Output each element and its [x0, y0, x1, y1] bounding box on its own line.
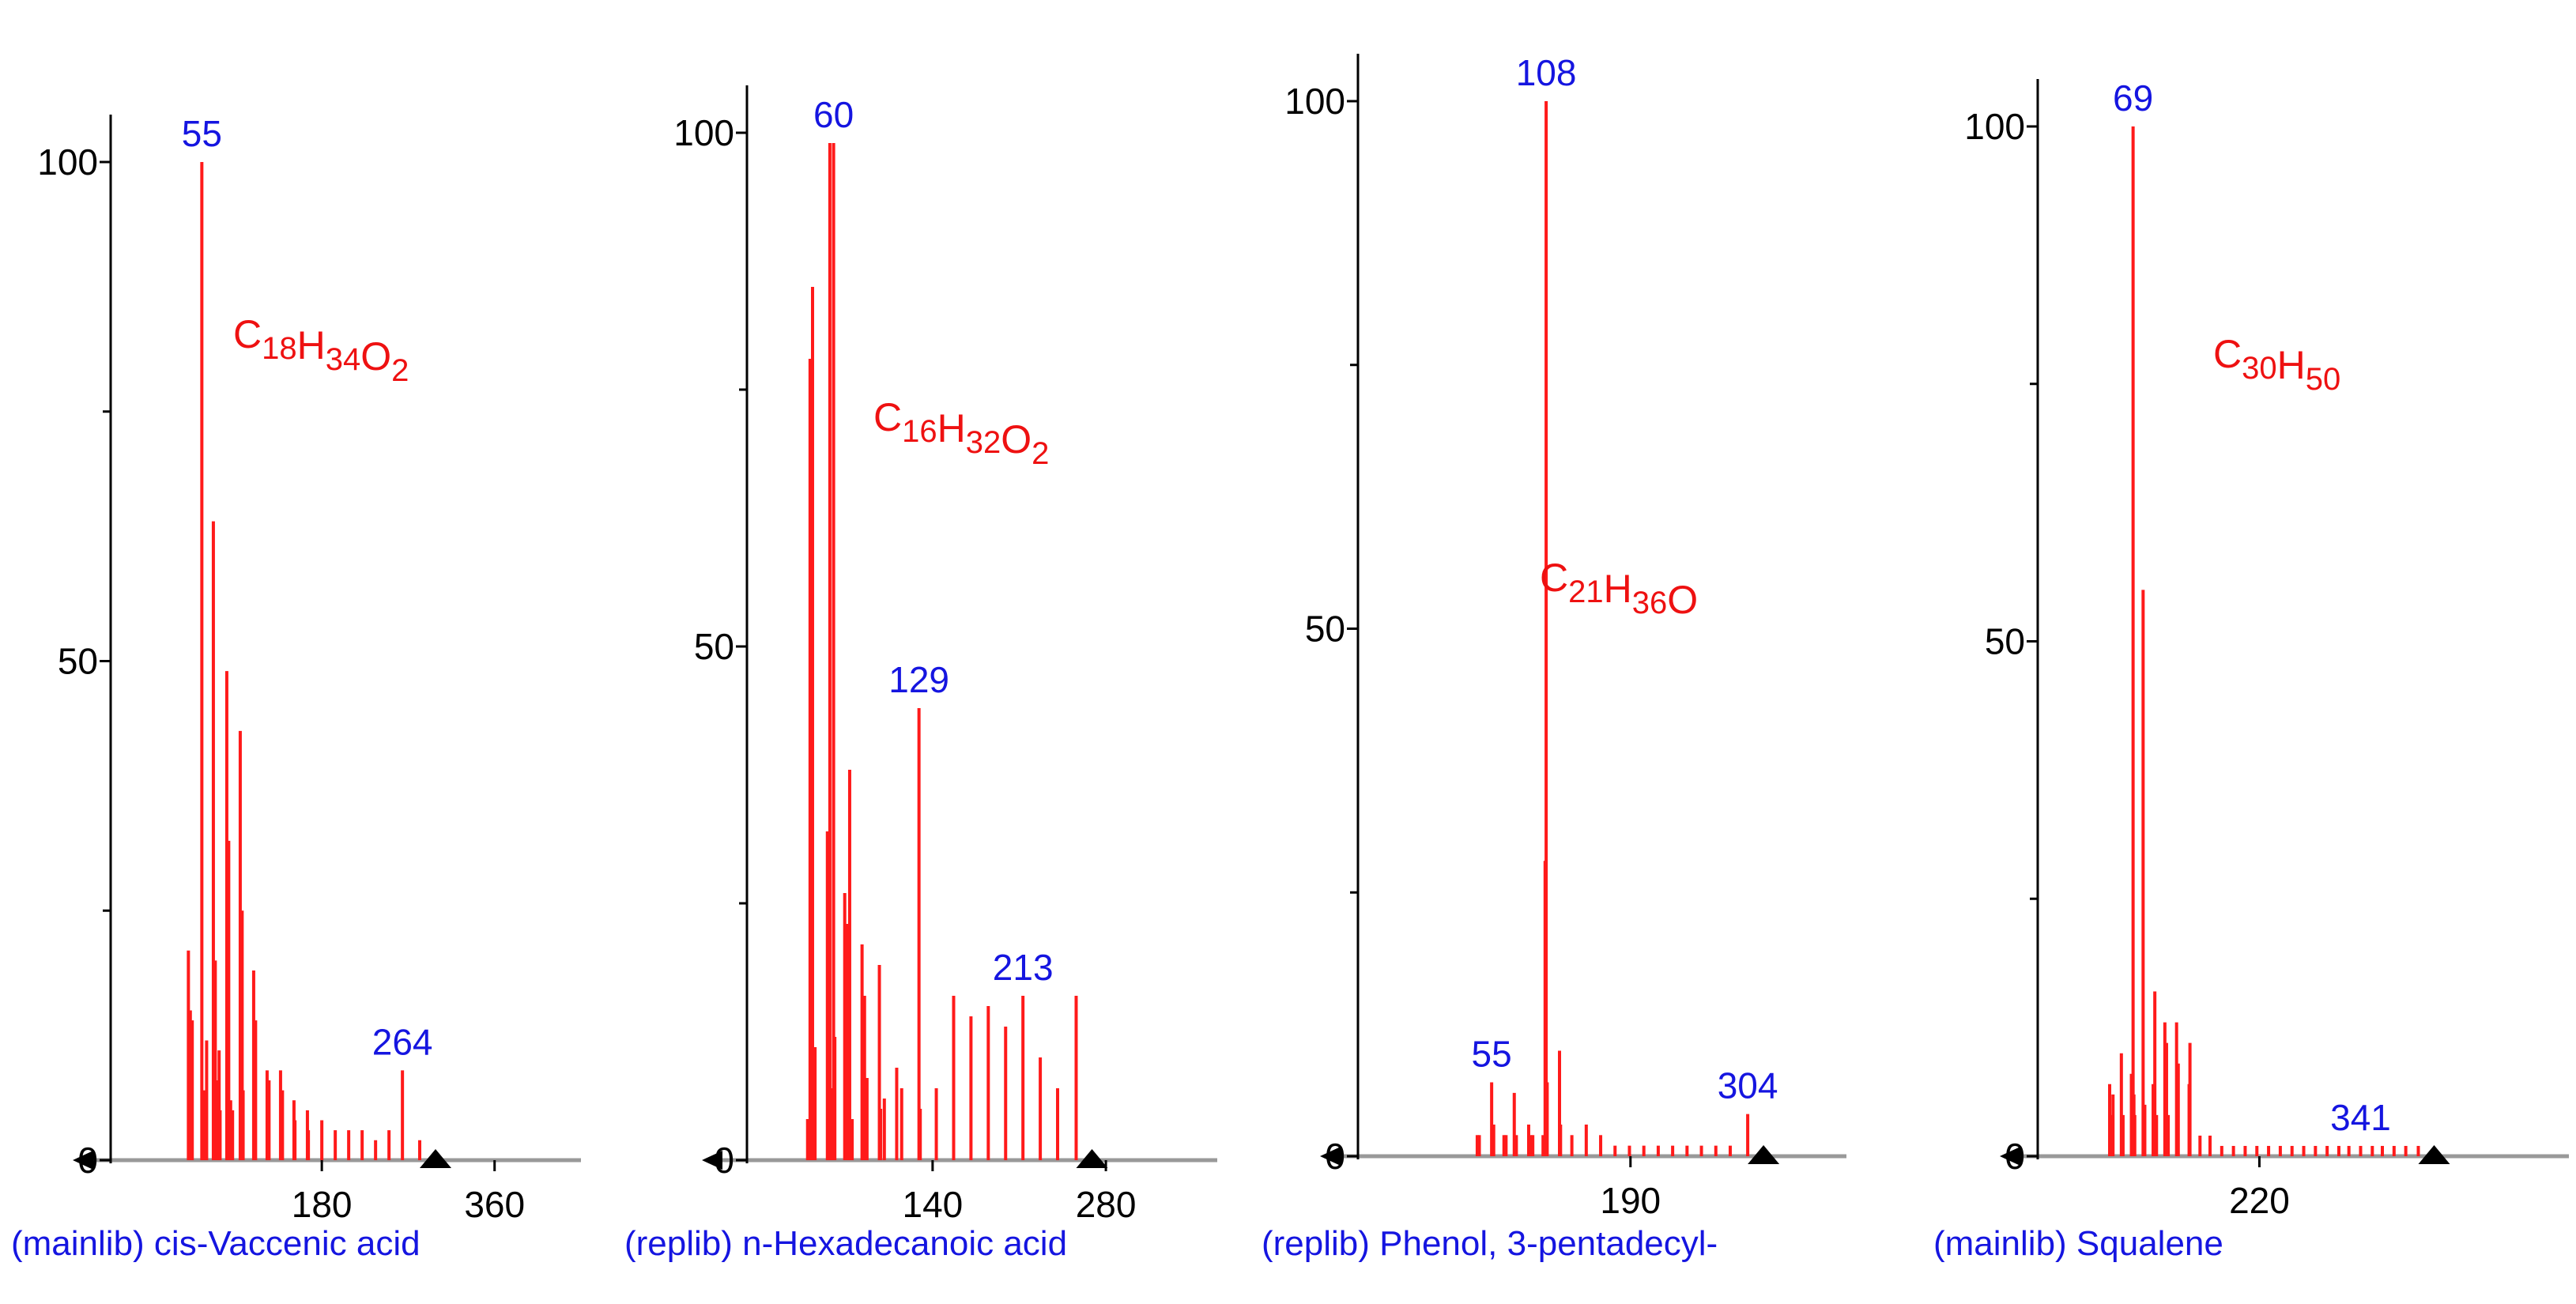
x-axis-arrow-icon: [702, 1151, 722, 1170]
x-tick-label: 220: [2229, 1180, 2290, 1221]
peak-label: 60: [813, 94, 854, 135]
peak-label: 341: [2330, 1097, 2391, 1138]
molecular-ion-marker-icon: [420, 1149, 451, 1168]
y-tick-label: 0: [2005, 1136, 2025, 1177]
peak-label: 213: [993, 947, 1054, 988]
peak-label: 108: [1516, 52, 1577, 93]
molecular-formula: C30H50: [2213, 332, 2340, 397]
spectrum-panel-2: 0 50 100 140 280 60 129 213 C16H32O2 (replib) n-H…: [624, 85, 1217, 1263]
molecular-ion-marker-icon: [2418, 1145, 2450, 1164]
y-tick-label: 100: [1284, 81, 1345, 122]
x-axis-arrow-icon: [73, 1151, 93, 1170]
y-tick-label: 50: [1985, 621, 2025, 662]
molecular-formula: C18H34O2: [233, 312, 409, 388]
x-tick-label: 360: [464, 1184, 525, 1225]
spectrum-caption: (replib) n-Hexadecanoic acid: [624, 1224, 1067, 1263]
spectrum-panel-4: 0 50 100 220 69 341 C30H50 (mainlib) Squalene: [1933, 77, 2569, 1263]
spectrum-panel-1: 0 50 100 180 360 55 264 C18H34O2 (mainlib) cis-V…: [11, 113, 581, 1263]
x-axis-arrow-icon: [2000, 1147, 2020, 1166]
spectrum-caption: (mainlib) Squalene: [1933, 1224, 2223, 1263]
y-tick-label: 100: [37, 141, 98, 183]
y-tick-label: 0: [77, 1140, 98, 1181]
y-tick-label: 50: [1305, 609, 1345, 650]
x-tick-label: 190: [1600, 1180, 1661, 1221]
peak-label: 69: [2113, 77, 2153, 119]
peak-label: 264: [372, 1021, 433, 1062]
x-tick-label: 280: [1076, 1184, 1137, 1225]
y-tick-label: 50: [58, 641, 98, 682]
spectrum-panel-3: 0 50 100 190 55 108 304 C21H36O (replib) Phenol,…: [1262, 52, 1846, 1263]
spectrum-caption: (replib) Phenol, 3-pentadecyl-: [1262, 1224, 1718, 1263]
peak-label: 129: [888, 659, 949, 700]
molecular-ion-marker-icon: [1748, 1145, 1780, 1164]
spectrum-caption: (mainlib) cis-Vaccenic acid: [11, 1224, 421, 1263]
molecular-formula: C16H32O2: [873, 395, 1049, 471]
y-tick-label: 50: [694, 626, 734, 667]
x-tick-label: 180: [292, 1184, 353, 1225]
peak-label: 55: [182, 113, 222, 154]
y-tick-label: 0: [1325, 1136, 1345, 1177]
x-axis-arrow-icon: [1320, 1147, 1341, 1166]
x-tick-label: 140: [902, 1184, 963, 1225]
y-tick-label: 100: [1964, 106, 2025, 147]
peak-label: 304: [1718, 1065, 1778, 1106]
y-tick-label: 0: [714, 1140, 734, 1181]
molecular-ion-marker-icon: [1076, 1149, 1108, 1168]
peak-label: 55: [1472, 1034, 1512, 1075]
molecular-formula: C21H36O: [1540, 556, 1698, 622]
y-tick-label: 100: [673, 112, 734, 153]
